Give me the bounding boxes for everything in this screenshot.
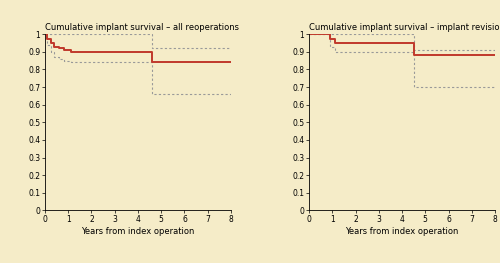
X-axis label: Years from index operation: Years from index operation	[346, 227, 459, 236]
Text: Cumulative implant survival – all reoperations: Cumulative implant survival – all reoper…	[45, 23, 239, 32]
Text: Cumulative implant survival – implant revisions: Cumulative implant survival – implant re…	[309, 23, 500, 32]
X-axis label: Years from index operation: Years from index operation	[82, 227, 194, 236]
